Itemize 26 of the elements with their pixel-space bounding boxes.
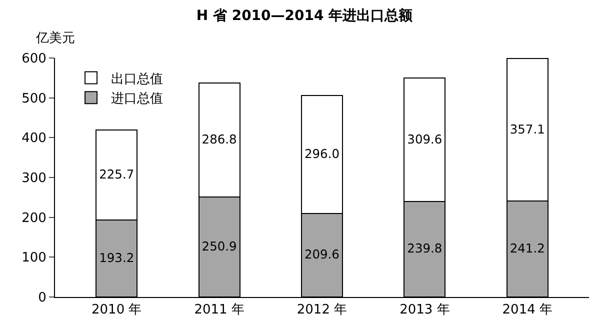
legend-label: 出口总值 xyxy=(111,72,164,87)
data-label: 209.6 xyxy=(304,248,340,262)
y-tick-label: 200 xyxy=(22,210,46,226)
y-tick-label: 500 xyxy=(22,91,46,106)
y-tick-label: 600 xyxy=(22,52,46,67)
data-label: 296.0 xyxy=(304,147,340,162)
data-label: 309.6 xyxy=(407,132,442,146)
x-tick-label: 2011 年 xyxy=(194,302,244,318)
data-label: 357.1 xyxy=(510,122,545,136)
chart-title: H 省 2010—2014 年进出口总额 xyxy=(196,6,414,24)
x-tick-label: 2014 年 xyxy=(502,302,552,318)
data-label: 193.2 xyxy=(99,251,134,266)
y-tick-label: 100 xyxy=(22,250,46,266)
data-label: 241.2 xyxy=(510,241,545,256)
x-tick-label: 2012 年 xyxy=(296,302,348,318)
x-tick-label: 2013 年 xyxy=(400,302,450,318)
y-axis-title: 亿美元 xyxy=(35,30,75,46)
data-label: 286.8 xyxy=(202,132,237,146)
data-label: 239.8 xyxy=(407,242,442,256)
data-label: 250.9 xyxy=(202,240,237,254)
y-tick-label: 300 xyxy=(22,171,46,186)
x-tick-label: 2010 年 xyxy=(92,302,142,318)
y-tick-label: 0 xyxy=(38,290,46,306)
data-label: 225.7 xyxy=(99,168,134,182)
legend-label: 进口总值 xyxy=(111,92,164,107)
y-tick-label: 400 xyxy=(22,131,46,146)
